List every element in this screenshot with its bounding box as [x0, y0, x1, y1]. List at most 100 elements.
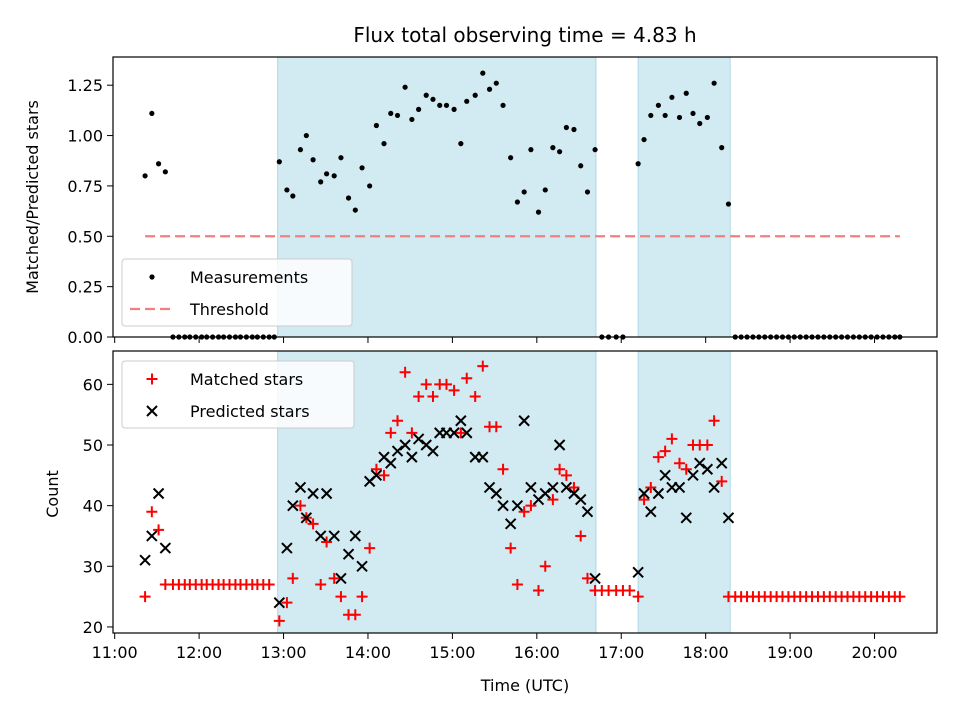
data-marks [139, 70, 906, 627]
x-tick-label: 18:00 [683, 643, 729, 662]
tick-labels: 0.00 0.25 0.50 0.75 1.00 1.25 20 30 40 50 60 11:00 1… [67, 76, 897, 662]
matched-star-point [477, 360, 489, 372]
matched-star-point [427, 390, 439, 402]
predicted-star-point [680, 512, 692, 524]
predicted-star-point [391, 445, 404, 457]
measurement-point [535, 209, 542, 215]
predicted-star-point [281, 542, 293, 554]
measurement-point [756, 334, 762, 340]
y-axis-label-top: Matched/Predicted stars [23, 100, 42, 294]
measurement-point [874, 334, 880, 340]
matched-star-point [349, 609, 361, 621]
matched-star-point [575, 530, 587, 542]
predicted-star-point [701, 463, 714, 475]
measurement-point [373, 122, 380, 129]
measurement-point [732, 334, 738, 340]
measurement-point [738, 334, 744, 340]
measurement-point [571, 126, 577, 133]
matched-star-point [378, 469, 390, 481]
matched-star-point [624, 585, 636, 597]
shaded-intervals [277, 56, 731, 634]
matched-star-point [281, 597, 293, 609]
measurement-point [750, 334, 756, 340]
measurement-point [249, 334, 255, 340]
predicted-star-point [320, 487, 333, 500]
predicted-star-point [694, 457, 706, 469]
y-tick-label: 20 [83, 618, 103, 637]
measurement-point [464, 98, 470, 104]
legend-x-marker [146, 405, 158, 417]
matched-star-point [533, 585, 545, 597]
matched-star-point [674, 457, 685, 469]
x-tick-label: 14:00 [345, 643, 391, 662]
measurement-point [323, 171, 330, 177]
matched-star-point [335, 591, 347, 603]
matched-star-point [139, 591, 151, 603]
measurement-point [613, 334, 619, 340]
predicted-star-point [412, 433, 425, 445]
matched-star-point [518, 506, 530, 518]
axes-frame [112, 350, 938, 634]
y-tick-label: 0.75 [67, 177, 103, 196]
measurement-point [232, 334, 239, 340]
matched-star-point [461, 372, 473, 384]
predicted-star-point [518, 415, 530, 427]
matched-star-point [370, 463, 382, 475]
measurement-point [856, 334, 862, 340]
predicted-star-point [575, 493, 587, 506]
y-tick-label: 1.00 [67, 127, 103, 146]
measurement-point [266, 334, 272, 340]
y-tick-label: 40 [83, 497, 103, 516]
measurement-point [809, 334, 815, 340]
measurement-point [193, 334, 199, 340]
legend-box [121, 258, 353, 327]
matched-star-point [560, 469, 572, 481]
predicted-star-point [652, 487, 665, 500]
matched-star-point [420, 378, 432, 390]
y-tick-label: 30 [83, 557, 103, 576]
measurement-point [254, 334, 260, 340]
matched-star-point [399, 366, 411, 378]
measurement-point [892, 334, 898, 340]
predicted-star-point [581, 506, 594, 518]
matched-star-point [652, 451, 664, 463]
legend-label: Measurements [190, 268, 308, 287]
x-tick-label: 20:00 [851, 643, 897, 662]
measurement-point [578, 163, 584, 169]
measurement-point [815, 334, 821, 340]
predicted-star-point [314, 530, 327, 542]
x-axis-label: Time (UTC) [480, 676, 569, 695]
measurement-point [451, 106, 457, 112]
matched-star-point [638, 494, 650, 506]
measurement-point [345, 195, 352, 201]
x-tick-label: 16:00 [514, 643, 560, 662]
measurement-point [493, 80, 499, 86]
measurement-point [271, 334, 277, 340]
measurement-point [480, 70, 486, 76]
matched-star-point [632, 591, 644, 603]
predicted-star-point [645, 506, 657, 518]
measurement-point [486, 86, 493, 92]
x-tick-label: 11:00 [92, 643, 138, 662]
measurement-point [215, 334, 222, 340]
predicted-star-point [152, 487, 165, 500]
matched-star-point [581, 572, 593, 584]
predicted-star-point [146, 530, 158, 542]
measurement-point [868, 334, 874, 340]
y-tick-label: 0.25 [67, 278, 103, 297]
axes [107, 56, 938, 639]
matched-star-point [568, 481, 580, 493]
measurement-point [719, 145, 725, 151]
y-axis-label-bottom: Count [43, 470, 62, 518]
predicted-star-point [504, 518, 517, 530]
predicted-star-point [385, 457, 397, 469]
legend-plus-marker [146, 373, 158, 385]
measurement-point [599, 334, 605, 340]
measurement-point [762, 334, 768, 340]
measurement-point [521, 189, 527, 195]
measurement-point [791, 334, 797, 340]
x-tick-label: 12:00 [176, 643, 222, 662]
measurement-point [850, 334, 857, 340]
measurement-point [557, 149, 563, 155]
